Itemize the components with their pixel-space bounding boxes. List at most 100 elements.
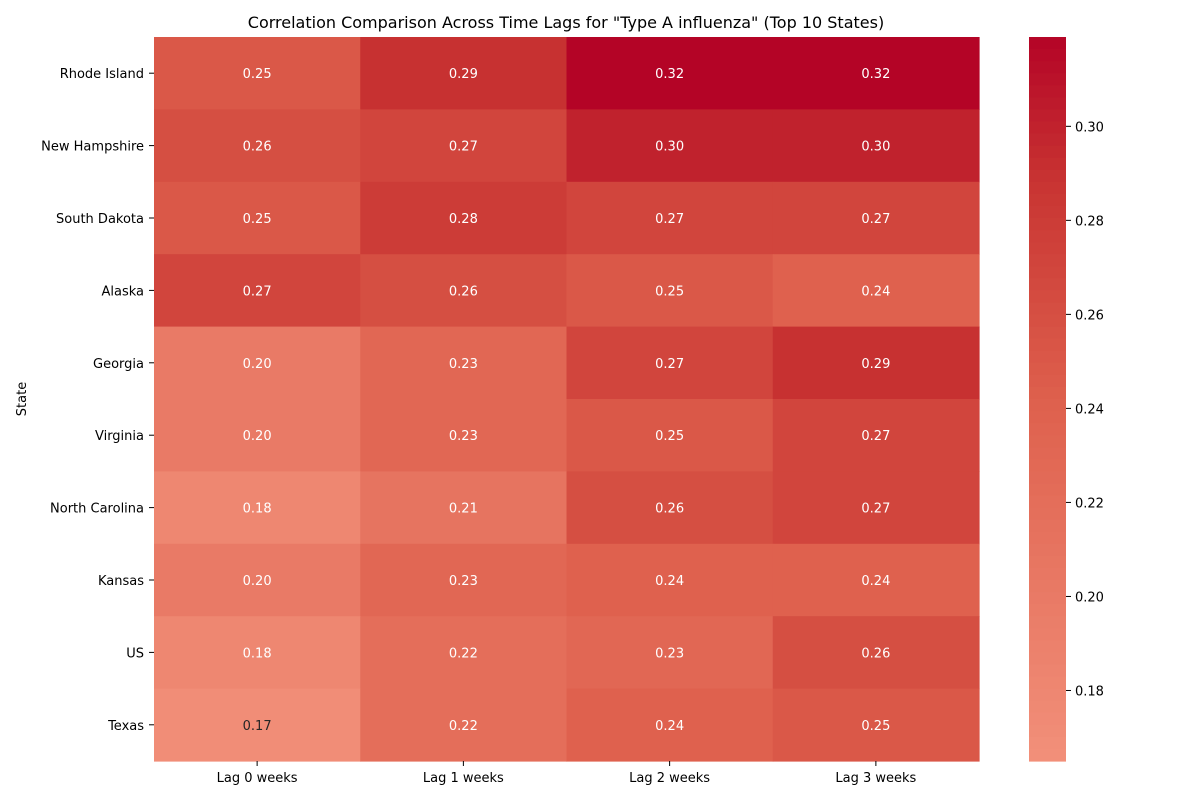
colorbar-segment xyxy=(1029,543,1066,557)
cell-value-label: 0.26 xyxy=(861,646,890,661)
heatmap-cell xyxy=(154,254,361,328)
heatmap-cell xyxy=(154,399,361,472)
heatmap-cell xyxy=(360,181,568,255)
colorbar-segment xyxy=(1029,435,1066,448)
row-label: Virginia xyxy=(95,429,144,444)
cell-value-label: 0.20 xyxy=(243,429,272,444)
colorbar-segment xyxy=(1029,652,1066,666)
colorbar-segment xyxy=(1029,567,1066,581)
colorbar-segment xyxy=(1029,519,1066,533)
column-labels: Lag 0 weeks Lag 1 weeks Lag 2 weeks Lag 3 w… xyxy=(217,761,917,786)
cell-value-label: 0.18 xyxy=(243,502,272,517)
cell-value-label: 0.24 xyxy=(861,574,890,589)
heatmap-cell xyxy=(566,688,774,762)
heatmap-cell xyxy=(360,109,568,183)
cell-value-label: 0.27 xyxy=(655,212,684,227)
colorbar-segment xyxy=(1029,616,1066,629)
cell-value-label: 0.21 xyxy=(449,502,478,517)
colorbar-segment xyxy=(1029,169,1066,183)
colorbar-segment xyxy=(1029,700,1066,714)
colorbar-tick-label: 0.20 xyxy=(1075,590,1104,605)
heatmap-cell xyxy=(154,471,361,545)
column-label: Lag 0 weeks xyxy=(217,771,298,786)
heatmap-cell xyxy=(360,37,568,110)
cell-value-label: 0.20 xyxy=(243,574,272,589)
colorbar-segment xyxy=(1029,459,1066,472)
colorbar-segment xyxy=(1029,386,1066,400)
cell-value-label: 0.32 xyxy=(655,67,684,82)
colorbar-segment xyxy=(1029,483,1066,497)
colorbar-segment xyxy=(1029,205,1066,219)
cell-value-label: 0.27 xyxy=(655,357,684,372)
chart-title: Correlation Comparison Across Time Lags … xyxy=(248,13,884,32)
heatmap-cell xyxy=(154,37,361,110)
cell-value-label: 0.25 xyxy=(243,212,272,227)
colorbar-segment xyxy=(1029,664,1066,678)
cell-value-label: 0.17 xyxy=(243,719,272,734)
cell-value-label: 0.27 xyxy=(861,212,890,227)
colorbar-segment xyxy=(1029,157,1066,171)
colorbar-segment xyxy=(1029,326,1066,340)
heatmap-cell xyxy=(772,109,980,183)
colorbar-segment xyxy=(1029,109,1066,123)
row-label: Texas xyxy=(107,719,144,734)
heatmap-cell xyxy=(154,109,361,183)
colorbar-segment xyxy=(1029,423,1066,436)
heatmap-cell xyxy=(566,616,774,690)
heatmap-cell xyxy=(360,326,568,400)
colorbar-segment xyxy=(1029,507,1066,521)
heatmap-cell xyxy=(772,616,980,690)
cell-value-label: 0.27 xyxy=(861,502,890,517)
y-axis-label: State xyxy=(15,382,30,416)
colorbar-segment xyxy=(1029,411,1066,424)
heatmap-cell xyxy=(566,326,774,400)
cell-value-label: 0.26 xyxy=(655,502,684,517)
colorbar-segment xyxy=(1029,266,1066,279)
colorbar-tick-label: 0.24 xyxy=(1075,402,1104,417)
colorbar-segment xyxy=(1029,531,1066,545)
colorbar-tick-label: 0.18 xyxy=(1075,684,1104,699)
heatmap-cell xyxy=(360,471,568,545)
heatmap-cell xyxy=(566,109,774,183)
cell-value-label: 0.26 xyxy=(243,140,272,155)
colorbar-segment xyxy=(1029,640,1066,653)
colorbar-segment xyxy=(1029,712,1066,726)
heatmap-cell xyxy=(772,688,980,762)
colorbar-segment xyxy=(1029,302,1066,316)
cell-value-label: 0.23 xyxy=(449,357,478,372)
row-label: Kansas xyxy=(98,574,144,589)
cell-value-label: 0.18 xyxy=(243,646,272,661)
column-label: Lag 3 weeks xyxy=(835,771,916,786)
cell-value-label: 0.25 xyxy=(655,284,684,299)
colorbar-tick-label: 0.28 xyxy=(1075,214,1104,229)
colorbar-segment xyxy=(1029,97,1066,110)
colorbar-tick-label: 0.26 xyxy=(1075,308,1104,323)
colorbar-segment xyxy=(1029,181,1066,195)
colorbar-segment xyxy=(1029,254,1066,267)
colorbar-segment xyxy=(1029,447,1066,460)
colorbar-segment xyxy=(1029,592,1066,605)
colorbar-segment xyxy=(1029,362,1066,376)
colorbar-segment xyxy=(1029,748,1066,762)
colorbar-segment xyxy=(1029,85,1066,98)
heatmap-cell xyxy=(154,688,361,762)
colorbar: 0.18 0.20 0.22 0.24 0.26 0.28 0.30 xyxy=(1029,37,1104,762)
heatmap-cell xyxy=(154,326,361,400)
cell-value-label: 0.20 xyxy=(243,357,272,372)
colorbar-segment xyxy=(1029,399,1066,412)
row-label: New Hampshire xyxy=(41,140,144,155)
heatmap-cell xyxy=(154,543,361,617)
heatmap-cell xyxy=(360,399,568,472)
heatmap-cell xyxy=(360,543,568,617)
cell-value-label: 0.25 xyxy=(243,67,272,82)
heatmap-cell xyxy=(772,181,980,255)
heatmap-cell xyxy=(772,37,980,110)
colorbar-segment xyxy=(1029,580,1066,593)
cell-value-label: 0.23 xyxy=(449,574,478,589)
colorbar-segment xyxy=(1029,604,1066,617)
cell-value-label: 0.22 xyxy=(449,719,478,734)
row-label: Alaska xyxy=(101,284,144,299)
cell-value-label: 0.26 xyxy=(449,284,478,299)
heatmap-cell xyxy=(154,616,361,690)
